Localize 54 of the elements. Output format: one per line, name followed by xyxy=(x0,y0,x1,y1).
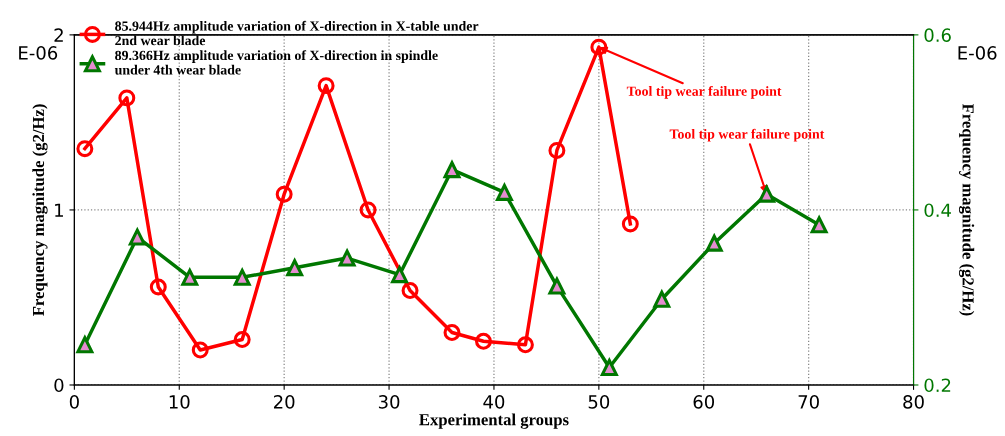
point xyxy=(275,185,293,203)
point xyxy=(474,332,492,350)
x-tick-label: 10 xyxy=(169,395,190,409)
point xyxy=(443,324,461,341)
point xyxy=(76,140,94,158)
point xyxy=(495,183,513,201)
point xyxy=(286,259,304,277)
point xyxy=(391,266,409,284)
point xyxy=(128,226,146,246)
legend-label: 85.944Hz amplitude variation of X-direction in X-table under 2nd wear blade xyxy=(115,20,479,46)
point xyxy=(118,89,136,107)
x-tick-label: 0 xyxy=(69,395,79,409)
text: E-06 xyxy=(19,46,58,60)
point xyxy=(652,288,672,308)
point xyxy=(547,275,567,295)
point xyxy=(191,341,209,359)
x-tick-label: 30 xyxy=(378,395,400,409)
y-tick-label: 1 xyxy=(55,203,63,217)
x-axis-title: Experimental groups xyxy=(419,413,569,429)
point xyxy=(317,77,335,95)
y-tick-label: 2 xyxy=(54,28,63,42)
point xyxy=(337,247,357,267)
point xyxy=(76,336,94,354)
y2-tick-label: 0.4 xyxy=(924,203,951,218)
point xyxy=(621,215,639,233)
point xyxy=(810,216,828,234)
x-tick-label: 80 xyxy=(903,395,924,409)
y2-tick-label: 0.2 xyxy=(924,378,951,393)
annotation: Tool tip wear failure point xyxy=(669,128,825,142)
point xyxy=(548,141,566,159)
point xyxy=(705,234,723,252)
point xyxy=(401,281,419,299)
annotation: Tool tip wear failure point xyxy=(626,85,782,99)
y2-axis-title: Frequency magnitude (g2/Hz) xyxy=(958,103,975,316)
point xyxy=(359,201,377,219)
x-tick-label: 50 xyxy=(588,395,610,409)
text: E-06 xyxy=(958,46,997,60)
x-tick-label: 70 xyxy=(798,395,819,409)
y-tick-label: 0 xyxy=(54,378,64,393)
point xyxy=(233,268,251,286)
x-tick-label: 60 xyxy=(693,395,715,409)
point xyxy=(758,185,776,203)
x-tick-label: 40 xyxy=(483,395,505,409)
point xyxy=(600,359,618,376)
point xyxy=(149,278,167,296)
point xyxy=(233,331,251,348)
point xyxy=(516,336,534,354)
point xyxy=(181,268,199,286)
y-axis-title: Frequency magnitude (g2/Hz) xyxy=(32,104,48,316)
point xyxy=(590,38,608,56)
legend-label: 89.366Hz amplitude variation of X-direction in spindle under 4th wear blade xyxy=(114,50,438,75)
point xyxy=(443,161,461,179)
x-tick-label: 20 xyxy=(274,395,295,409)
y2-tick-label: 0.6 xyxy=(924,28,951,42)
